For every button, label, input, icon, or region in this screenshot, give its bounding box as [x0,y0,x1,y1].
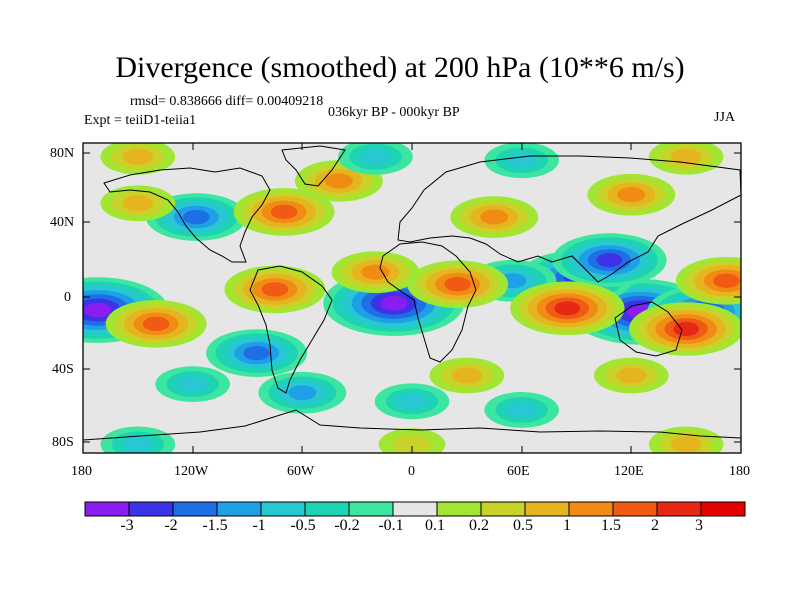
field-contour [673,322,700,336]
field-contour [122,195,153,212]
colorbar-swatch [392,501,438,517]
colorbar-swatch [304,501,350,517]
x-tick-label: 120E [614,464,644,479]
field-contour [671,148,702,165]
field-contour [261,282,289,297]
colorbar-swatch [84,501,130,517]
colorbar-label: -0.5 [290,517,316,534]
field-contour [451,367,482,384]
coastline-eurasia [397,155,741,283]
x-tick-label: 120W [174,464,209,479]
field-contour [360,148,391,165]
coastlines [83,145,741,441]
coastline-australia [614,301,683,357]
colorbar-label: -1.5 [202,517,228,534]
x-tick-label: 60W [287,464,315,479]
colorbar-swatch [436,501,482,517]
field-contour [393,434,431,453]
period-text: 036kyr BP - 000kyr BP [328,105,460,120]
colorbar-label: 1 [563,517,571,534]
field-contour [596,253,623,268]
colorbar-label: -2 [164,517,178,534]
colorbar [84,501,746,517]
chart-title: Divergence (smoothed) at 200 hPa (10**6 … [115,51,685,84]
field-contour [270,204,298,220]
colorbar-label: 0.5 [513,517,533,534]
field-contour [506,152,537,169]
colorbar-label: 0.2 [469,517,489,534]
colorbar-swatch [524,501,570,517]
x-axis-ticks [192,143,632,453]
colorbar-label: 0.1 [425,517,445,534]
colorbar-swatch [260,501,306,517]
colorbar-swatch [128,501,174,517]
colorbar-swatch [612,501,658,517]
coastline-africa [379,241,477,363]
divergence-field [83,143,741,453]
colorbar-swatch [700,501,746,517]
x-tick-label: 0 [408,464,415,479]
field-contour [361,264,390,280]
colorbar-swatch [172,501,218,517]
x-tick-label: 60E [507,464,530,479]
x-tick-label: 180 [71,464,92,479]
field-contour [480,209,509,225]
field-contour [177,376,208,393]
colorbar-swatch [656,501,702,517]
field-contour [444,277,471,292]
coastline-north-america [103,167,271,263]
field-contour [324,173,353,189]
stats-text: rmsd= 0.838666 diff= 0.00409218 [130,94,324,109]
colorbar-swatch [568,501,614,517]
coastline-greenland [281,145,346,187]
field-contour [506,401,537,418]
y-tick-label: 40S [52,362,74,377]
field-contour [183,209,210,225]
y-axis-ticks [83,152,741,443]
colorbar-swatch [216,501,262,517]
y-tick-label: 80S [52,435,74,450]
y-tick-label: 0 [64,290,71,305]
field-contour [671,436,702,453]
y-tick-label: 40N [50,215,75,230]
colorbar-swatch [348,501,394,517]
colorbar-label: 2 [651,517,659,534]
colorbar-label: -0.2 [334,517,360,534]
field-contour [380,295,408,311]
season-text: JJA [714,110,736,125]
field-contour [288,385,317,401]
colorbar-label: 3 [695,517,703,534]
colorbar-label: -3 [120,517,134,534]
experiment-text: Expt = teiiD1-teiia1 [84,113,197,128]
colorbar-label: 1.5 [601,517,621,534]
field-contour [122,436,153,453]
colorbar-swatch [480,501,526,517]
field-contour [396,393,428,410]
field-contour [713,273,740,288]
field-contour [554,301,581,316]
coastline-antarctica [83,409,741,441]
x-tick-label: 180 [729,464,750,479]
colorbar-label: -1 [252,517,266,534]
field-contour [142,316,170,332]
y-tick-label: 80N [50,146,75,161]
field-contour [84,302,112,318]
field-contour [122,148,153,165]
field-contour [616,367,647,384]
colorbar-label: -0.1 [378,517,404,534]
field-contour [243,345,270,361]
field-contour [617,187,646,203]
coastline-south-america [249,265,333,394]
